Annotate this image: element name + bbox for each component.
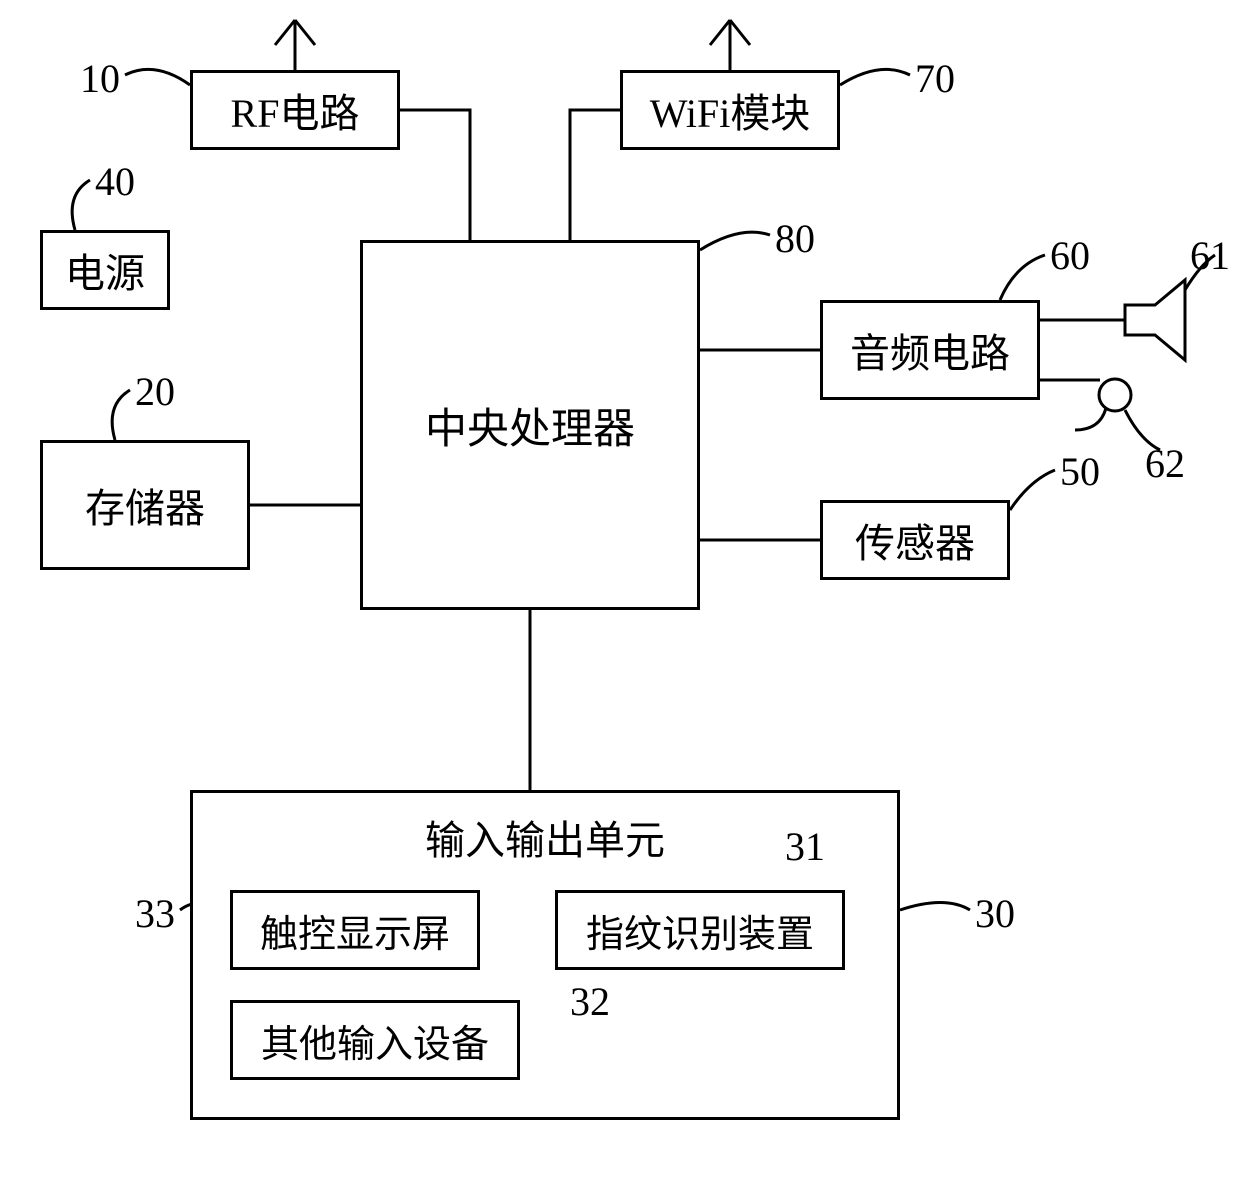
num-wifi: 70	[915, 55, 955, 102]
box-power: 电源	[40, 230, 170, 310]
box-sensor: 传感器	[820, 500, 1010, 580]
box-fingerprint: 指纹识别装置	[555, 890, 845, 970]
box-other-input-label: 其他输入设备	[261, 1013, 489, 1068]
num-fp: 31	[785, 823, 825, 870]
box-wifi: WiFi模块	[620, 70, 840, 150]
box-rf: RF电路	[190, 70, 400, 150]
box-cpu: 中央处理器	[360, 240, 700, 610]
num-sensor: 50	[1060, 448, 1100, 495]
box-memory-label: 存储器	[85, 476, 205, 534]
num-cpu: 80	[775, 215, 815, 262]
box-sensor-label: 传感器	[855, 511, 975, 569]
box-touch: 触控显示屏	[230, 890, 480, 970]
num-touch: 33	[135, 890, 175, 937]
num-mic: 62	[1145, 440, 1185, 487]
num-audio: 60	[1050, 232, 1090, 279]
num-speaker: 61	[1190, 232, 1230, 279]
num-io: 30	[975, 890, 1015, 937]
box-io-label: 输入输出单元	[425, 808, 665, 866]
box-memory: 存储器	[40, 440, 250, 570]
num-rf: 10	[80, 55, 120, 102]
box-audio-label: 音频电路	[850, 321, 1010, 379]
box-other-input: 其他输入设备	[230, 1000, 520, 1080]
num-memory: 20	[135, 368, 175, 415]
box-rf-label: RF电路	[231, 81, 360, 139]
box-touch-label: 触控显示屏	[260, 903, 450, 958]
box-fingerprint-label: 指纹识别装置	[586, 903, 814, 958]
box-audio: 音频电路	[820, 300, 1040, 400]
box-cpu-label: 中央处理器	[425, 395, 635, 456]
box-power-label: 电源	[65, 241, 145, 299]
box-wifi-label: WiFi模块	[650, 81, 811, 139]
num-power: 40	[95, 158, 135, 205]
num-other: 32	[570, 978, 610, 1025]
